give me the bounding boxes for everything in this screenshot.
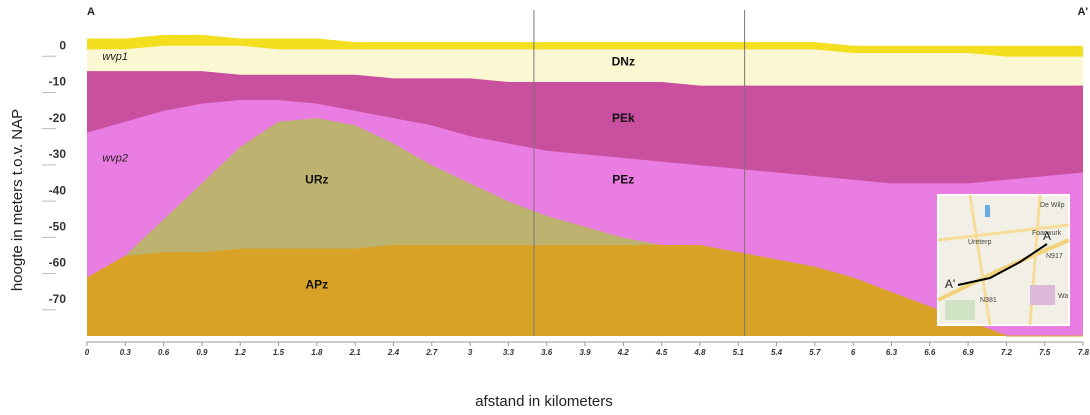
- x-tick-label: 0.3: [120, 348, 132, 357]
- x-tick-label: 5.1: [733, 348, 745, 357]
- y-tick-label: -70: [49, 292, 67, 306]
- x-tick-label: 0: [85, 348, 90, 357]
- y-tick-label: -30: [49, 147, 67, 161]
- x-tick-label: 1.8: [311, 348, 323, 357]
- map-label: De Wilp: [1040, 202, 1065, 209]
- layer-top: [87, 71, 1083, 87]
- x-tick-label: 0.6: [158, 348, 170, 357]
- x-tick-label: 0.9: [196, 348, 208, 357]
- x-tick-label: 6: [851, 348, 856, 357]
- map-label: A': [945, 277, 955, 291]
- map-label: A: [1043, 229, 1051, 243]
- x-tick-label: 1.2: [235, 348, 247, 357]
- unit-label: PEz: [612, 172, 634, 186]
- x-tick-label: 2.7: [425, 348, 438, 357]
- unit-label: APz: [306, 277, 329, 291]
- x-tick-label: 3.6: [541, 348, 553, 357]
- x-tick-label: 7.5: [1039, 348, 1051, 357]
- layer-top: [87, 45, 1083, 58]
- y-axis-label: hoogte in meters t.o.v. NAP: [9, 109, 26, 291]
- x-tick-label: 6.3: [886, 348, 898, 357]
- y-tick-label: -10: [49, 75, 67, 89]
- x-tick-label: 2.1: [349, 348, 362, 357]
- unit-label: PEk: [612, 111, 635, 125]
- section-start: A: [87, 6, 95, 18]
- x-axis-label: afstand in kilometers: [475, 393, 613, 410]
- layer-top: [86, 244, 1083, 337]
- x-tick-label: 2.4: [387, 348, 400, 357]
- layer-fill: [87, 245, 1083, 336]
- x-tick-label: 7.2: [1001, 348, 1013, 357]
- annotation: wvp1: [102, 51, 128, 63]
- location-map: De Wilp Ureterp Foarwurk N917 N381 Wa A A': [937, 194, 1070, 326]
- x-tick-label: 1.5: [273, 348, 285, 357]
- y-tick-label: -50: [49, 220, 67, 234]
- y-tick-label: 0: [59, 38, 66, 52]
- map-label: Wa: [1058, 293, 1068, 300]
- x-tick-label: 6.9: [963, 348, 975, 357]
- y-tick-label: -20: [49, 111, 67, 125]
- annotation: wvp2: [102, 152, 128, 164]
- unit-label: URz: [305, 172, 328, 186]
- map-label: Ureterp: [968, 239, 991, 246]
- unit-label: DNz: [612, 55, 635, 69]
- x-tick-label: 4.2: [617, 348, 630, 357]
- map-label: Foarwurk: [1032, 230, 1062, 237]
- layer-top: [86, 100, 1084, 185]
- x-tick-label: 3.3: [503, 348, 515, 357]
- section-end: A': [1077, 6, 1088, 18]
- map-label: N917: [1046, 253, 1063, 260]
- x-tick-label: 4.5: [655, 348, 668, 357]
- x-tick-label: 6.6: [924, 348, 936, 357]
- x-tick-label: 4.8: [693, 348, 706, 357]
- y-tick-label: -40: [49, 183, 67, 197]
- layer-top: [87, 34, 1083, 47]
- x-tick-label: 5.7: [809, 348, 821, 357]
- x-tick-label: 3: [468, 348, 473, 357]
- y-tick-label: -60: [49, 256, 67, 270]
- x-tick-label: 3.9: [579, 348, 591, 357]
- x-tick-label: 5.4: [771, 348, 783, 357]
- plot: DNz PEk PEz URz APz wvp1 wvp2: [86, 10, 1084, 337]
- x-tick-label: 7.8: [1078, 348, 1090, 357]
- map-label: N381: [980, 297, 997, 304]
